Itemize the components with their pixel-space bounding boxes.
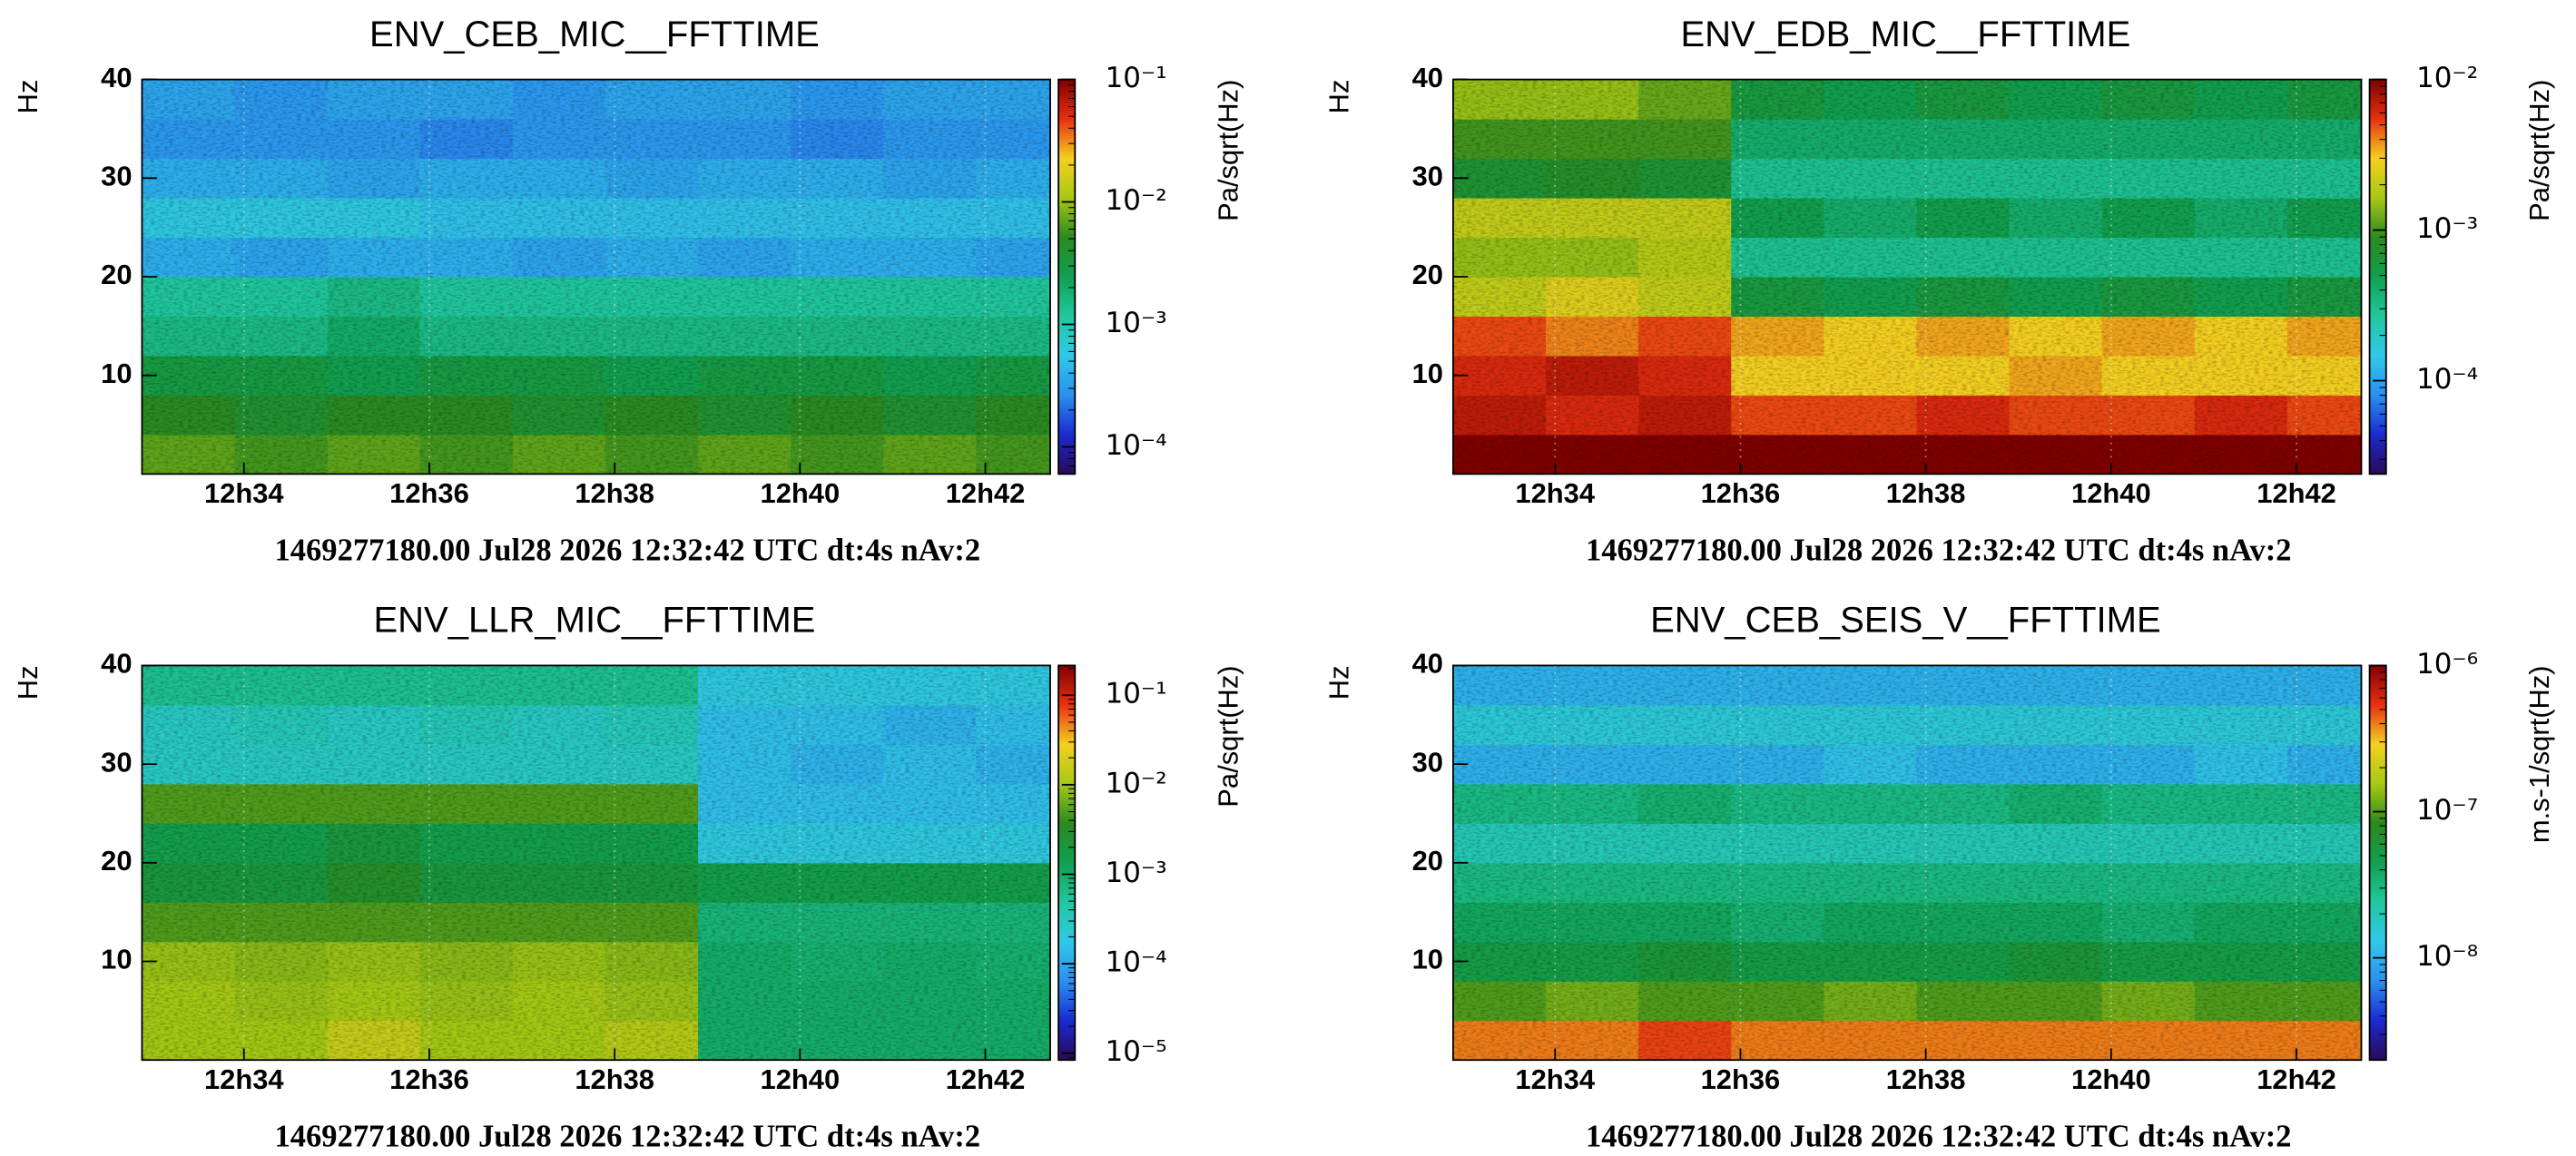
y-tick-label: 40 [101, 62, 132, 93]
colorbar [2368, 664, 2387, 1062]
colorbar-tick-label: 10⁻⁴ [1106, 946, 1167, 979]
colorbar-label: Pa/sqrt(Hz) [1212, 80, 1244, 221]
y-tick-label: 30 [101, 160, 132, 191]
colorbar-tick-label: 10⁻⁴ [2416, 363, 2478, 396]
cells [142, 665, 1051, 1061]
x-tick-label: 12h42 [2256, 477, 2336, 509]
colorbar-tick-label: 10⁻⁸ [2416, 940, 2478, 973]
x-tick-label: 12h36 [389, 477, 469, 509]
colorbar-label: Pa/sqrt(Hz) [2523, 80, 2555, 221]
colorbar-tick-label: 10⁻⁷ [2416, 794, 2478, 827]
x-tick-label: 12h40 [761, 477, 841, 509]
x-tick-label: 12h40 [761, 1063, 841, 1095]
x-tick-label: 12h38 [575, 1063, 654, 1095]
colorbar-tick-label: 10⁻⁴ [1106, 429, 1167, 462]
colorbar-tick-label: 10⁻³ [1106, 307, 1167, 339]
y-tick-label: 10 [1412, 944, 1443, 975]
y-tick-label: 20 [1412, 845, 1443, 877]
y-tick-label: 10 [101, 358, 132, 389]
x-tick-label: 12h42 [2256, 1063, 2336, 1095]
colorbar-tick-label: 10⁻³ [2416, 212, 2478, 245]
colorbar-tick-label: 10⁻⁶ [2416, 648, 2478, 681]
texture [1452, 665, 2362, 1061]
colorbar-tick-label: 10⁻² [1106, 184, 1167, 217]
texture [1452, 79, 2362, 475]
y-tick-label: 10 [1412, 358, 1443, 389]
x-tick-label: 12h34 [1515, 477, 1595, 509]
x-tick-label: 12h38 [575, 477, 654, 509]
chart-title: ENV_CEB_MIC__FFTTIME [369, 15, 820, 54]
panel: 12h34 12h36 12h38 12h40 12h42 10 20 30 40 ENV_CEB… [1322, 601, 2555, 1154]
colorbar-tick-label: 10⁻¹ [1106, 62, 1167, 94]
colorbar [2368, 78, 2387, 475]
colorbar [1057, 78, 1077, 475]
x-tick-label: 12h34 [1515, 1063, 1595, 1095]
colorbar [1057, 664, 1077, 1062]
x-tick-label: 12h38 [1886, 1063, 1966, 1095]
panel: 12h34 12h36 12h38 12h40 12h42 10 20 30 40 ENV_EDB… [1322, 15, 2555, 568]
y-tick-label: 20 [1412, 259, 1443, 290]
panel: 12h34 12h36 12h38 12h40 12h42 10 20 30 40 ENV_CEB… [12, 15, 1244, 568]
cells [1452, 665, 2362, 1061]
y-axis-label: Hz [1322, 665, 1354, 700]
y-tick-label: 20 [101, 259, 132, 290]
x-tick-label: 12h36 [1701, 477, 1781, 509]
x-tick-label: 12h42 [946, 1063, 1026, 1095]
chart-title: ENV_LLR_MIC__FFTTIME [373, 601, 815, 641]
colorbar-tick-label: 10⁻² [2416, 62, 2478, 94]
chart-title: ENV_EDB_MIC__FFTTIME [1680, 15, 2130, 54]
x-tick-label: 12h40 [2071, 1063, 2151, 1095]
x-tick-label: 12h38 [1886, 477, 1966, 509]
colorbar-tick-label: 10⁻³ [1106, 857, 1167, 889]
y-tick-label: 30 [1412, 746, 1443, 778]
cells [142, 79, 1051, 475]
x-axis-label: 1469277180.00 Jul28 2026 12:32:42 UTC dt… [274, 534, 980, 568]
x-tick-label: 12h36 [389, 1063, 469, 1095]
chart-title: ENV_CEB_SEIS_V__FFTTIME [1650, 601, 2161, 641]
x-axis-label: 1469277180.00 Jul28 2026 12:32:42 UTC dt… [274, 1119, 980, 1153]
y-tick-label: 40 [101, 648, 132, 680]
y-tick-label: 40 [1412, 648, 1443, 680]
colorbar-label: m.s-1/sqrt(Hz) [2523, 665, 2555, 843]
panel: 12h34 12h36 12h38 12h40 12h42 10 20 30 40 ENV_LLR… [12, 601, 1244, 1154]
y-axis-label: Hz [1322, 80, 1354, 114]
cells [1452, 79, 2362, 475]
texture [142, 665, 1051, 1061]
y-axis-label: Hz [12, 80, 44, 114]
x-tick-label: 12h34 [204, 477, 284, 509]
y-tick-label: 40 [1412, 62, 1443, 93]
y-tick-label: 30 [101, 746, 132, 778]
x-tick-label: 12h34 [204, 1063, 284, 1095]
y-axis-label: Hz [12, 665, 44, 700]
x-axis-label: 1469277180.00 Jul28 2026 12:32:42 UTC dt… [1586, 534, 2292, 568]
colorbar-tick-label: 10⁻² [1106, 767, 1167, 799]
x-tick-label: 12h42 [946, 477, 1026, 509]
x-tick-label: 12h36 [1701, 1063, 1781, 1095]
colorbar-tick-label: 10⁻¹ [1106, 678, 1167, 710]
x-tick-label: 12h40 [2071, 477, 2151, 509]
x-axis-label: 1469277180.00 Jul28 2026 12:32:42 UTC dt… [1586, 1119, 2292, 1153]
colorbar-label: Pa/sqrt(Hz) [1212, 665, 1244, 807]
colorbar-tick-label: 10⁻⁵ [1106, 1035, 1167, 1068]
y-tick-label: 30 [1412, 160, 1443, 191]
y-tick-label: 20 [101, 845, 132, 877]
y-tick-label: 10 [101, 944, 132, 975]
texture [142, 79, 1051, 475]
